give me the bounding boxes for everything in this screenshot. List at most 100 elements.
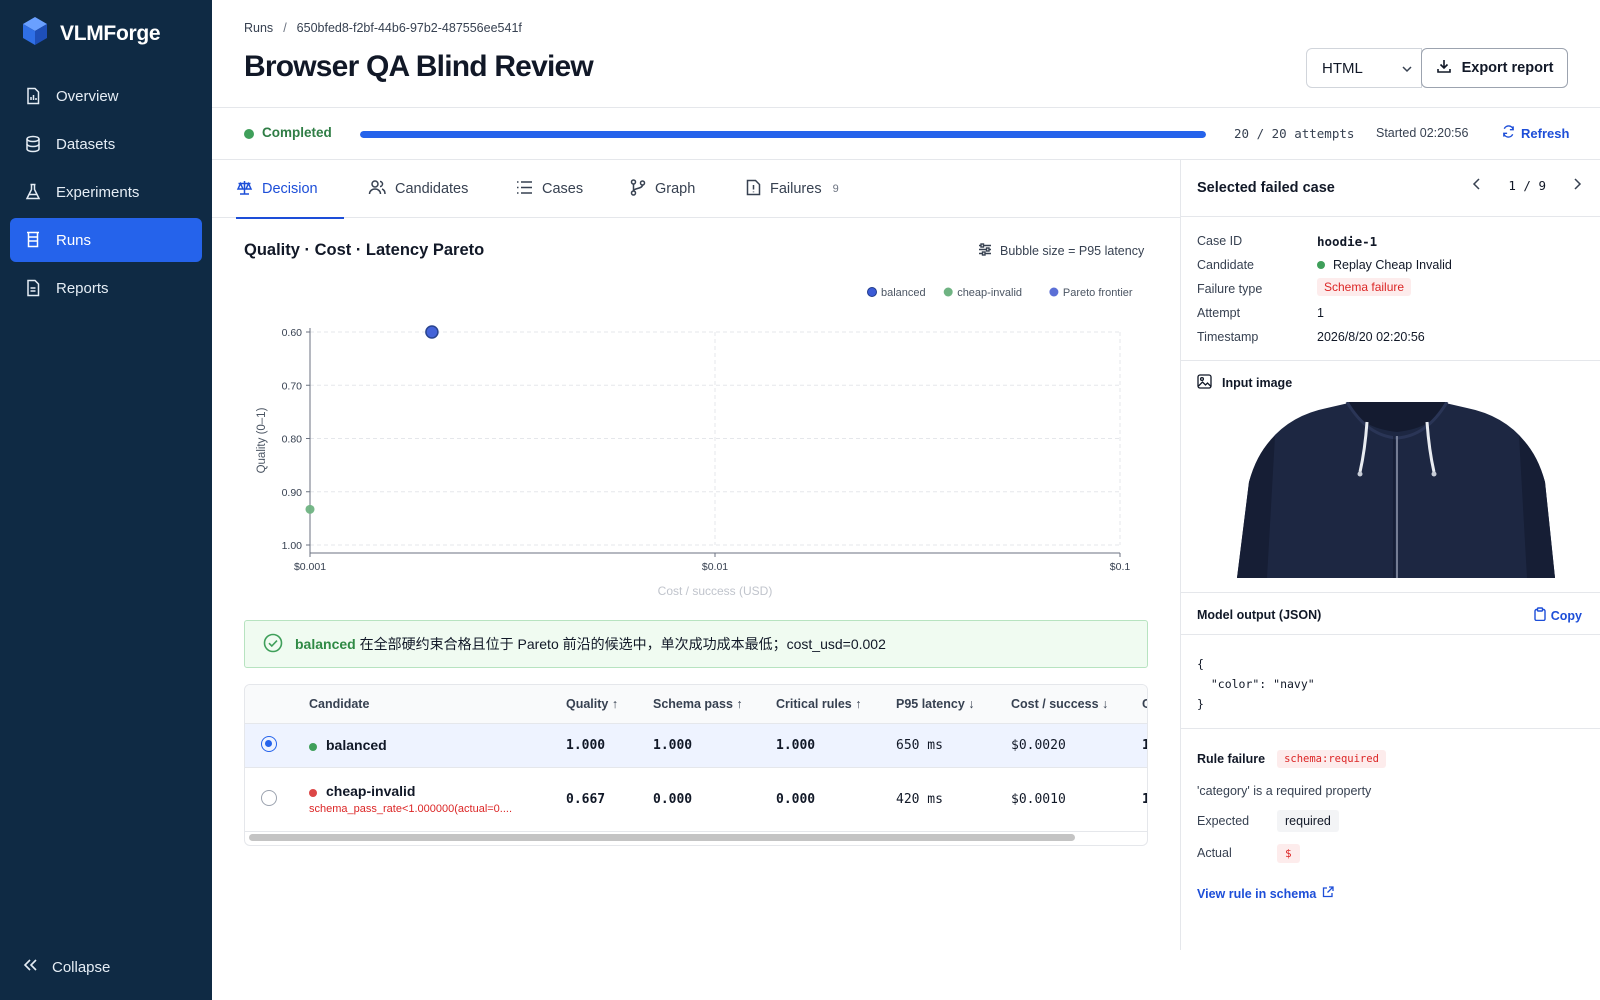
truncated-cell: 1: [1142, 767, 1147, 832]
brand[interactable]: VLMForge: [22, 16, 161, 51]
tab-label: Failures: [770, 181, 822, 197]
y-tick-label: 0.60: [282, 327, 303, 339]
tab-label: Decision: [262, 181, 318, 197]
x-axis-label: Cost / success (USD): [658, 584, 773, 598]
row-radio[interactable]: [261, 735, 277, 752]
table-row[interactable]: cheap-invalid schema_pass_rate<1.000000(…: [245, 767, 1147, 832]
candidate-value-text: Replay Cheap Invalid: [1333, 258, 1452, 272]
tab-graph[interactable]: Graph: [630, 160, 695, 218]
sidebar-item-label: Reports: [56, 279, 109, 297]
format-select[interactable]: HTML: [1306, 48, 1422, 88]
sliders-icon: [978, 243, 992, 259]
failure-type-value: Schema failure: [1317, 278, 1412, 296]
sidebar-item-label: Experiments: [56, 183, 140, 201]
sidebar-item-overview[interactable]: Overview: [10, 74, 202, 118]
legend-swatch: [867, 287, 877, 297]
list-icon: [516, 180, 533, 199]
sidebar-item-label: Runs: [56, 231, 92, 249]
report-icon: [24, 279, 42, 297]
tab-label: Candidates: [395, 181, 469, 197]
expected-value: required: [1277, 810, 1339, 832]
candidate-status-dot: [1317, 261, 1325, 269]
tab-failures[interactable]: Failures 9: [746, 160, 839, 218]
column-header-quality[interactable]: Quality ↑: [566, 685, 653, 724]
refresh-label: Refresh: [1521, 125, 1570, 141]
rule-message: 'category' is a required property: [1197, 784, 1372, 798]
panel-divider: [1181, 592, 1600, 593]
chevrons-left-icon: [22, 958, 38, 976]
column-header-candidate[interactable]: Candidate: [309, 685, 566, 724]
candidate-status-dot: [309, 788, 317, 797]
clipboard-icon: [1534, 607, 1546, 624]
tab-bar: Decision Candidates Cases Graph Failures…: [212, 160, 1180, 219]
sidebar-item-runs[interactable]: Runs: [10, 218, 202, 262]
x-tick-label: $0.1: [1110, 561, 1131, 573]
tab-decision[interactable]: Decision: [236, 160, 344, 219]
tab-candidates[interactable]: Candidates: [368, 160, 468, 218]
refresh-button[interactable]: Refresh: [1502, 125, 1569, 141]
export-report-button[interactable]: Export report: [1421, 48, 1568, 88]
sidebar-item-reports[interactable]: Reports: [10, 266, 202, 310]
started-time: Started 02:20:56: [1376, 126, 1469, 140]
breadcrumb: Runs / 650bfed8-f2bf-44b6-97b2-487556ee5…: [244, 21, 522, 35]
collapse-button[interactable]: Collapse: [22, 958, 110, 976]
y-tick-label: 0.80: [282, 434, 303, 446]
chevron-right-icon[interactable]: [1572, 178, 1582, 193]
check-circle-icon: [263, 633, 283, 656]
pager-position: 1 / 9: [1508, 178, 1546, 193]
decision-winner: balanced: [295, 636, 356, 652]
view-rule-link[interactable]: View rule in schema: [1197, 886, 1334, 901]
pareto-section-title: Quality · Cost · Latency Pareto: [244, 241, 485, 259]
chart-file-icon: [24, 87, 42, 105]
failed-case-panel: Selected failed case 1 / 9 Case ID hoodi…: [1180, 160, 1600, 950]
run-status-bar: Completed 20 / 20 attempts Started 02:20…: [212, 108, 1600, 160]
panel-divider: [1181, 728, 1600, 729]
model-output-label: Model output (JSON): [1197, 608, 1322, 622]
rule-failure-heading: Rule failure schema:required: [1197, 750, 1386, 768]
breadcrumb-runs-link[interactable]: Runs: [244, 21, 274, 35]
input-image-label: Input image: [1222, 376, 1293, 390]
column-header-cost-success[interactable]: Cost / success ↓: [1011, 685, 1142, 724]
column-header-schema-pass[interactable]: Schema pass ↑: [653, 685, 776, 724]
scale-icon: [236, 179, 253, 200]
candidate-error: schema_pass_rate<1.000000(actual=0....: [309, 803, 513, 815]
column-header-truncated[interactable]: C: [1142, 685, 1147, 724]
sidebar-item-datasets[interactable]: Datasets: [10, 122, 202, 166]
chevron-left-icon[interactable]: [1472, 178, 1482, 193]
copy-button[interactable]: Copy: [1534, 607, 1582, 624]
page-header: Runs / 650bfed8-f2bf-44b6-97b2-487556ee5…: [212, 0, 1600, 108]
quality-cell: 1.000: [566, 723, 653, 768]
candidate-label: Candidate: [1197, 258, 1254, 272]
failures-count-badge: 9: [832, 183, 839, 195]
pareto-chart-svg: 1.00 0.90 0.80 0.70 0.60 $0.001 $0.01 $0.1 Quali…: [256, 287, 1133, 598]
row-radio[interactable]: [261, 789, 277, 806]
schema-pass-cell: 0.000: [653, 767, 776, 832]
y-tick-label: 0.70: [282, 380, 303, 392]
decision-banner: balanced 在全部硬约束合格且位于 Pareto 前沿的候选中，单次成功成…: [244, 620, 1148, 668]
panel-divider: [1181, 634, 1600, 635]
rule-failure-label: Rule failure: [1197, 752, 1266, 766]
column-header-p95-latency[interactable]: P95 latency ↓: [896, 685, 1011, 724]
actual-label: Actual: [1197, 846, 1232, 860]
brand-name: VLMForge: [60, 21, 161, 45]
format-select-value: HTML: [1322, 59, 1363, 77]
row-select-cell: [245, 723, 309, 768]
horizontal-scrollbar[interactable]: [249, 834, 1075, 841]
panel-divider: [1181, 216, 1600, 217]
page-title: Browser QA Blind Review: [244, 50, 594, 83]
tab-cases[interactable]: Cases: [516, 160, 583, 218]
column-header-critical-rules[interactable]: Critical rules ↑: [776, 685, 896, 724]
refresh-icon: [1502, 125, 1515, 141]
progress-bar-fill: [360, 131, 1206, 138]
decision-text: balanced 在全部硬约束合格且位于 Pareto 前沿的候选中，单次成功成…: [295, 634, 886, 654]
chevron-down-icon: [1401, 62, 1413, 79]
p95-latency-cell: 650 ms: [896, 723, 1011, 768]
download-icon: [1436, 58, 1452, 78]
pareto-chart: 1.00 0.90 0.80 0.70 0.60 $0.001 $0.01 $0.1 Quali…: [244, 272, 1148, 602]
candidate-name: balanced: [326, 737, 387, 753]
sidebar-item-experiments[interactable]: Experiments: [10, 170, 202, 214]
table-row[interactable]: balanced 1.000 1.000 1.000 650 ms $0.002…: [245, 723, 1147, 768]
attempt-label: Attempt: [1197, 306, 1241, 320]
copy-label: Copy: [1550, 608, 1582, 623]
case-id-label: Case ID: [1197, 234, 1243, 248]
